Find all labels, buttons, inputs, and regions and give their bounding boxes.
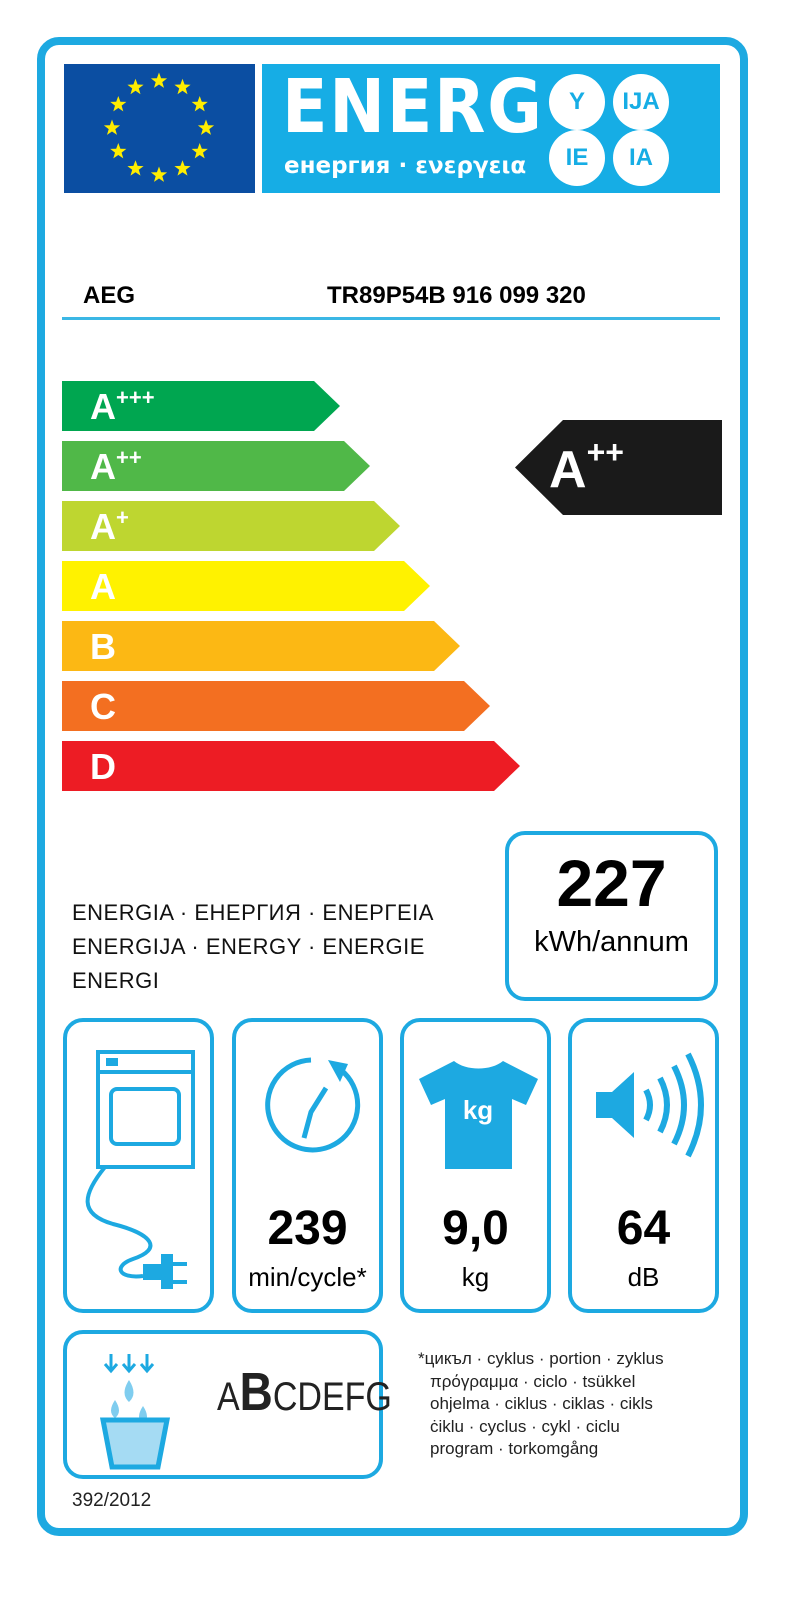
rating-letter: A [549,441,587,499]
tumble-dryer-plug-icon [85,1050,195,1289]
scale-bar: A++ [62,441,370,491]
energy-label-line: ENERGIA · ЕНЕРГИЯ · ΕΝΕΡΓΕΙΑ [72,900,434,925]
star-icon [127,160,144,176]
energy-unit: kWh/annum [534,926,689,958]
noise-box: 64 dB [568,1018,719,1313]
energy-consumption-box: 227 kWh/annum [505,831,718,1001]
model-id: TR89P54B 916 099 320 [327,282,586,309]
star-icon [197,119,215,135]
speaker-noise-icon [596,1052,704,1158]
dryer-type-box [63,1018,214,1313]
water-basin-icon [99,1354,171,1470]
cycle-time-value: 239 [267,1202,348,1255]
class-rest: CDEFG [272,1375,392,1419]
energy-header: ENERG енергия · ενεργεια Y IJA IE IA [262,64,720,193]
suffix-y: Y [549,74,605,130]
scale-bar: A+++ [62,381,340,431]
energy-value: 227 [556,846,667,920]
star-icon [191,96,208,112]
class-first: A [217,1375,240,1419]
star-icon [127,78,144,95]
scale-letter: D [90,746,116,787]
footnote-line: *цикъл · cyklus · portion · zyklus [418,1349,664,1368]
condensation-box: ABCDEFG [63,1330,392,1479]
noise-value: 64 [616,1202,671,1255]
suffix-ija: IJA [613,74,669,130]
footnote-line: program · torkomgång [430,1439,599,1458]
scale-sup: ++ [116,445,142,470]
tshirt-kg-icon: kg [419,1061,538,1169]
capacity-value: 9,0 [442,1202,509,1255]
label-frame [37,37,748,1536]
star-icon [174,78,191,95]
footnote-line: πρόγραμμα · ciclo · tsükkel [430,1371,636,1391]
noise-unit: dB [627,1262,660,1292]
header-subtitle: енергия · ενεργεια [284,153,527,179]
star-icon [103,119,121,135]
class-selected: B [239,1362,273,1422]
rating-arrow: A++ [515,420,722,515]
star-icon [150,72,168,88]
scale-letter: B [90,626,116,667]
capacity-box: kg 9,0 kg [400,1018,551,1313]
star-icon [150,166,168,182]
scale-sup: +++ [116,385,155,410]
capacity-unit: kg [461,1262,490,1292]
regulation-number: 392/2012 [72,1490,152,1511]
scale-letter: A [90,506,116,547]
divider [62,317,720,320]
cycle-time-unit: min/cycle* [248,1262,367,1292]
eu-flag [64,64,255,193]
scale-letter: A [90,566,116,607]
footnote-line: ohjelma · ciklus · ciklas · cikls [430,1394,653,1413]
scale-letter: A [90,446,116,487]
star-icon [110,143,127,159]
cycle-time-icon [265,1057,361,1153]
scale-letter: C [90,686,116,727]
scale-bar: A+ [62,501,400,551]
footnote-line: ċiklu · cyclus · cykl · ciclu [430,1416,620,1436]
energy-label-line: ENERGIJA · ENERGY · ENERGIE [72,934,425,959]
eu-stars-icon [103,72,215,182]
scale-sup: + [116,505,129,530]
scale-bar: A [62,561,430,611]
scale-letter: A [90,386,116,427]
scale-bar: C [62,681,490,731]
kg-icon-text: kg [463,1095,493,1125]
cycle-time-box: 239 min/cycle* [232,1018,383,1313]
star-icon [110,96,127,112]
footnote: *цикъл · cyklus · portion · zyklus πρόγρ… [418,1348,664,1461]
header-title: ENERG [282,64,544,150]
suffix-ie: IE [549,130,605,186]
rating-sup: ++ [586,434,624,470]
scale-bar: B [62,621,460,671]
energy-label-line: ENERGI [72,968,160,993]
scale-bar: D [62,741,520,791]
supplier-name: AEG [83,282,136,309]
star-icon [174,160,191,176]
star-icon [191,143,208,159]
suffix-ia: IA [613,130,669,186]
condensation-scale: ABCDEFG [217,1362,392,1427]
